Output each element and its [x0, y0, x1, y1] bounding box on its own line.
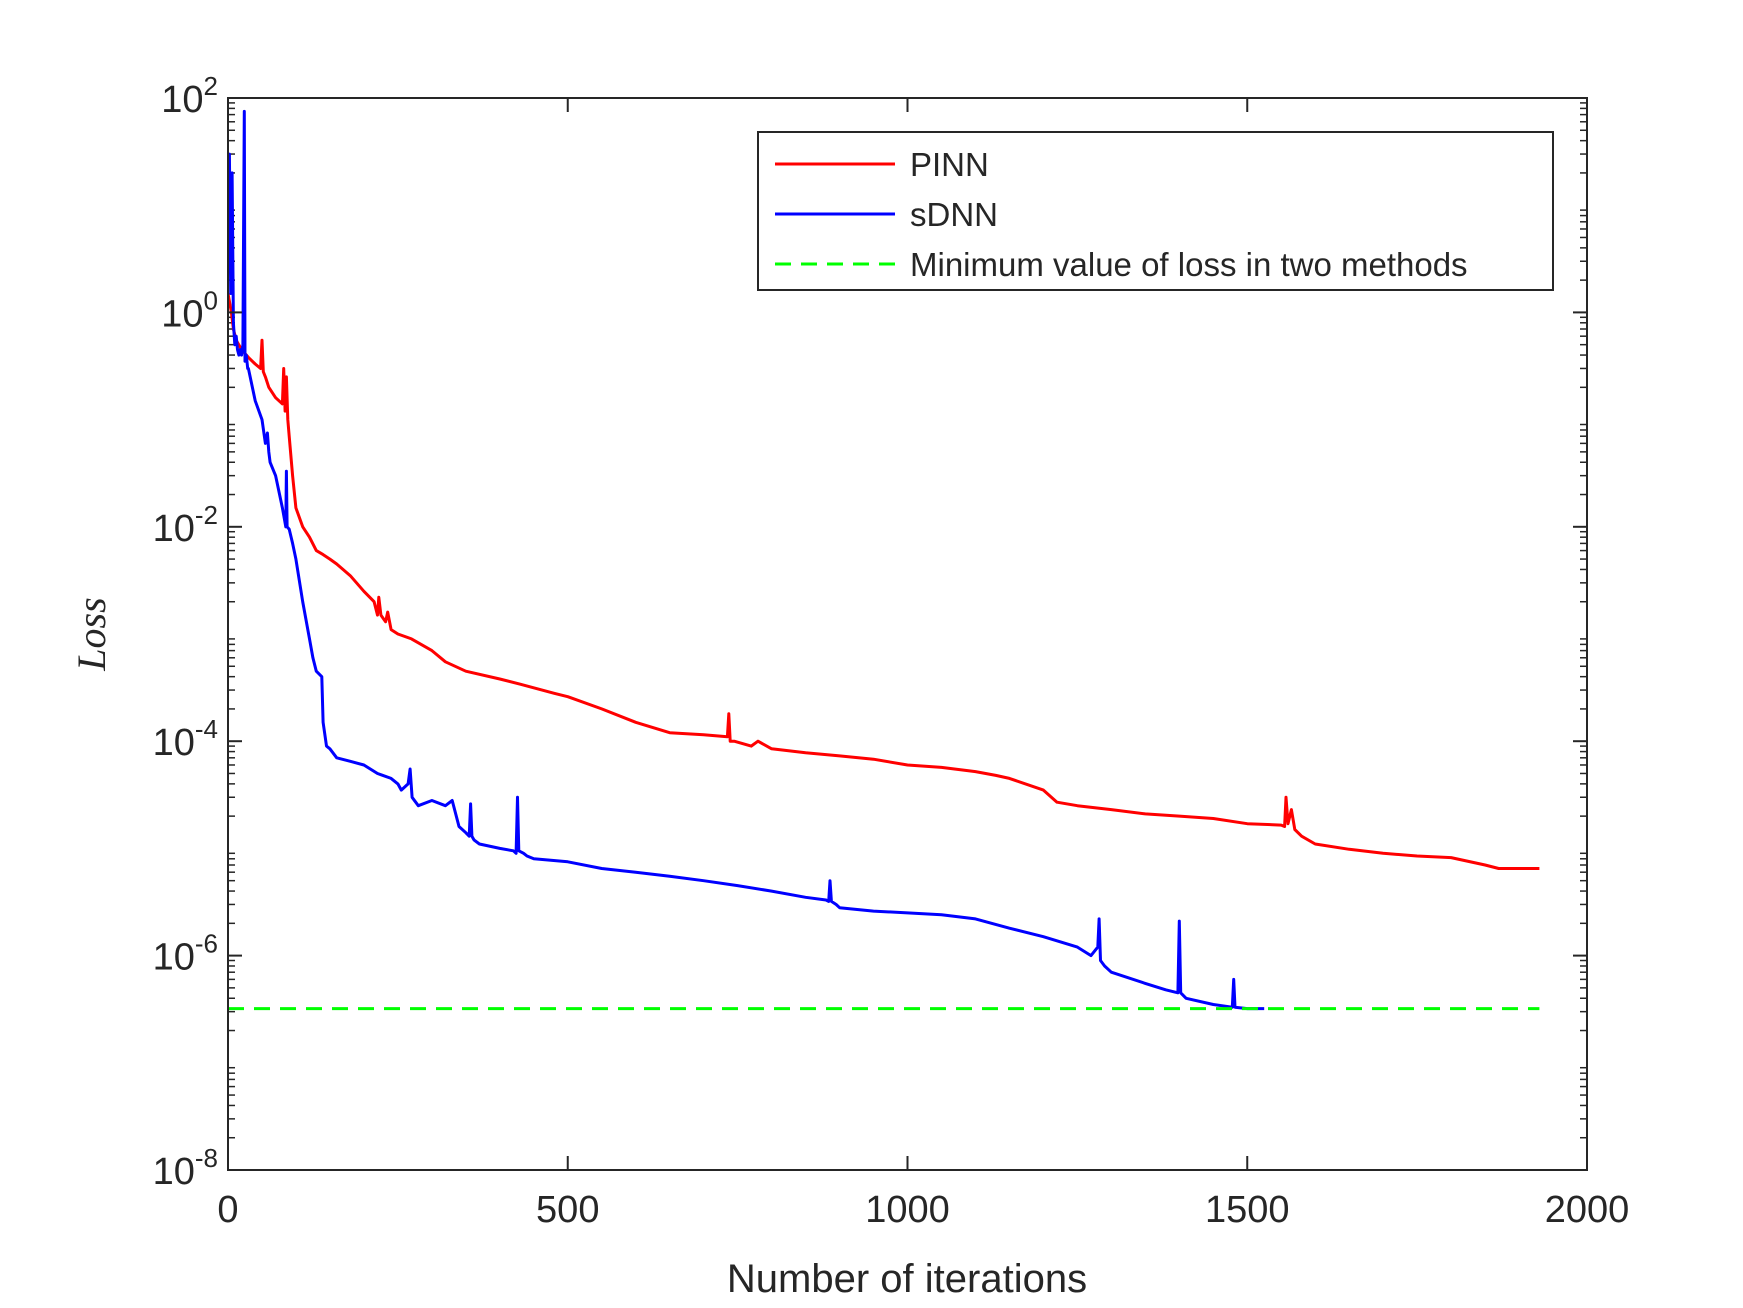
series-line-sdnn	[228, 109, 1265, 1011]
legend: PINN sDNN Minimum value of loss in two met…	[757, 131, 1554, 291]
legend-label-minimum-value-of-loss-in-two-methods: Minimum value of loss in two methods	[910, 246, 1468, 283]
x-tick-labels: 0 500 1000 1500 2000	[217, 1189, 1629, 1231]
y-tick-label: 10-8	[153, 1143, 218, 1193]
y-tick-label: 10-6	[153, 929, 218, 979]
series-layer	[228, 109, 1540, 1011]
y-tick-label: 10-2	[153, 500, 218, 550]
y-tick-labels: 102 100 10-2 10-4 10-6 10-8	[153, 71, 218, 1193]
x-tick-label: 500	[536, 1189, 599, 1231]
legend-label-sdnn: sDNN	[910, 196, 998, 233]
legend-label-pinn: PINN	[910, 146, 989, 183]
y-tick-label: 10-4	[153, 714, 218, 764]
major-ticks	[227, 97, 1588, 1171]
x-tick-label: 2000	[1545, 1189, 1630, 1231]
x-tick-label: 1000	[865, 1189, 950, 1231]
x-tick-label: 1500	[1205, 1189, 1290, 1231]
x-tick-label: 0	[217, 1189, 238, 1231]
series-line-pinn	[228, 293, 1540, 870]
y-axis-label: Loss	[69, 597, 114, 671]
y-tick-label: 102	[161, 71, 218, 121]
x-axis-label: Number of iterations	[727, 1257, 1087, 1301]
y-tick-label: 100	[161, 285, 218, 335]
